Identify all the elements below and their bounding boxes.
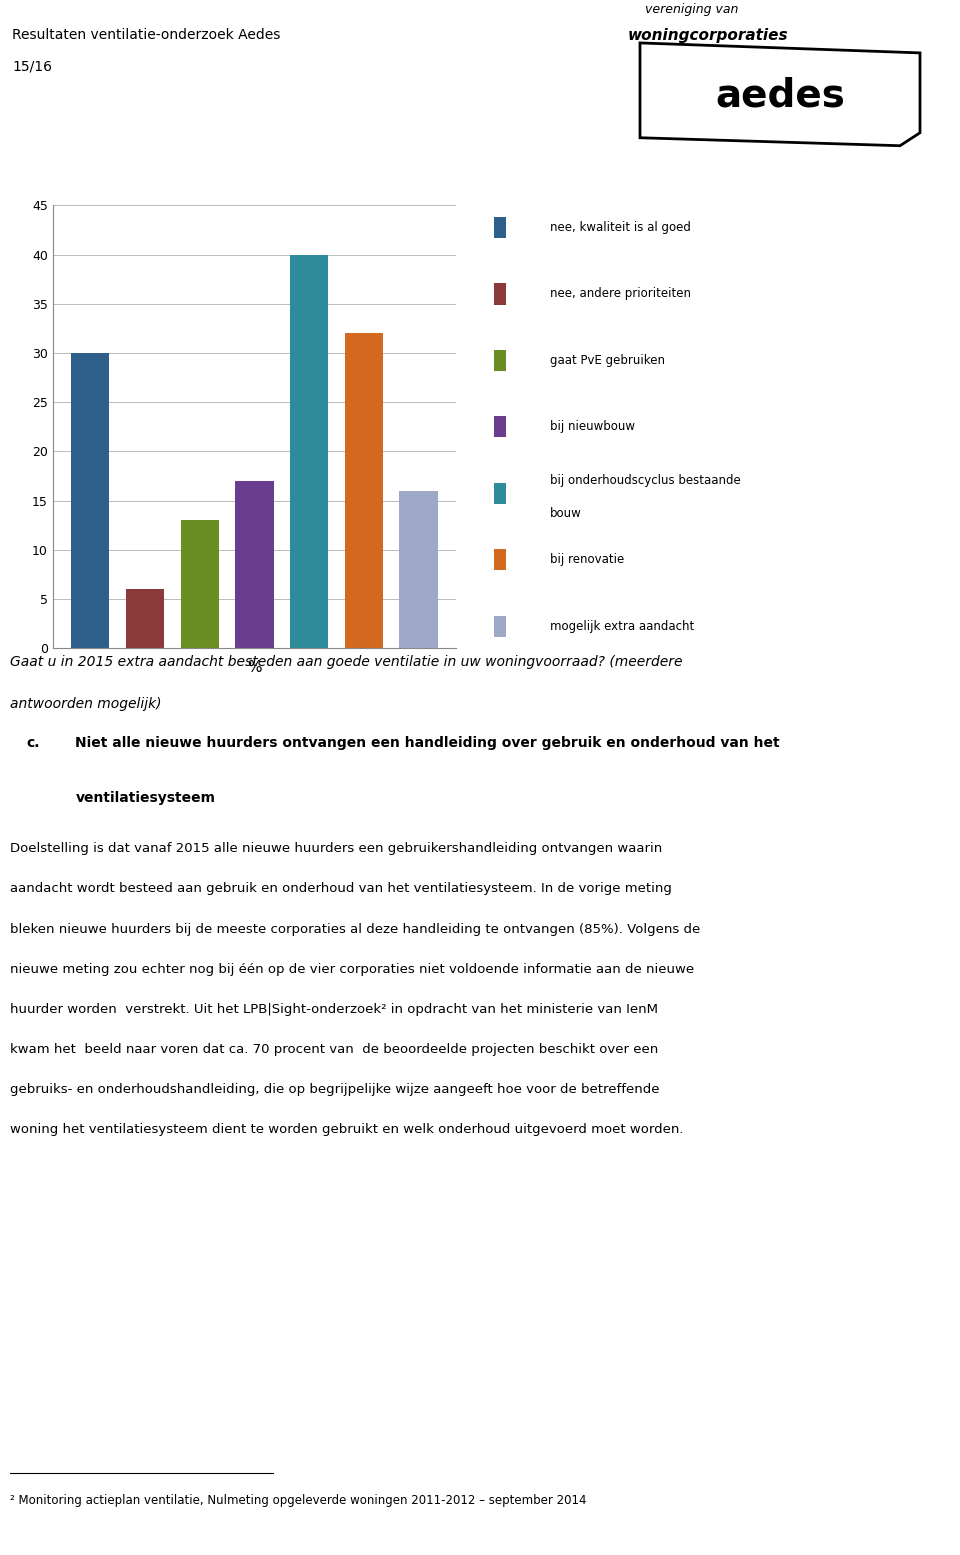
Text: Niet alle nieuwe huurders ontvangen een handleiding over gebruik en onderhoud va: Niet alle nieuwe huurders ontvangen een … (76, 736, 780, 750)
Bar (494, 549, 507, 571)
Text: bij nieuwbouw: bij nieuwbouw (550, 420, 635, 434)
Text: bouw: bouw (550, 507, 582, 519)
Text: nee, kwaliteit is al goed: nee, kwaliteit is al goed (550, 221, 691, 233)
Bar (399, 491, 438, 648)
Bar (494, 482, 507, 504)
Bar (126, 589, 164, 648)
Text: aedes: aedes (715, 76, 845, 115)
Bar (345, 333, 383, 648)
Bar (494, 216, 507, 238)
Bar (494, 283, 507, 305)
Text: bij onderhoudscyclus bestaande: bij onderhoudscyclus bestaande (550, 474, 741, 487)
Text: nieuwe meting zou echter nog bij één op de vier corporaties niet voldoende infor: nieuwe meting zou echter nog bij één op … (10, 963, 694, 975)
Text: ventilatiesysteem: ventilatiesysteem (76, 790, 215, 804)
Text: woningcorporaties: woningcorporaties (628, 28, 788, 44)
Text: c.: c. (27, 736, 40, 750)
Bar (494, 350, 507, 372)
Text: 15/16: 15/16 (12, 61, 52, 75)
Text: aandacht wordt besteed aan gebruik en onderhoud van het ventilatiesysteem. In de: aandacht wordt besteed aan gebruik en on… (10, 882, 671, 896)
Text: Resultaten ventilatie-onderzoek Aedes: Resultaten ventilatie-onderzoek Aedes (12, 28, 280, 42)
Text: gebruiks- en onderhoudshandleiding, die op begrijpelijke wijze aangeeft hoe voor: gebruiks- en onderhoudshandleiding, die … (10, 1082, 660, 1096)
Text: antwoorden mogelijk): antwoorden mogelijk) (10, 697, 161, 712)
Text: kwam het  beeld naar voren dat ca. 70 procent van  de beoordeelde projecten besc: kwam het beeld naar voren dat ca. 70 pro… (10, 1043, 658, 1056)
X-axis label: %: % (247, 659, 262, 675)
Bar (494, 616, 507, 638)
Text: vereniging van: vereniging van (645, 3, 738, 16)
Text: woning het ventilatiesysteem dient te worden gebruikt en welk onderhoud uitgevoe: woning het ventilatiesysteem dient te wo… (10, 1123, 684, 1137)
Text: huurder worden  verstrekt. Uit het LPB|Sight-onderzoek² in opdracht van het mini: huurder worden verstrekt. Uit het LPB|Si… (10, 1003, 658, 1015)
Text: Gaat u in 2015 extra aandacht besteden aan goede ventilatie in uw woningvoorraad: Gaat u in 2015 extra aandacht besteden a… (10, 655, 683, 669)
Text: nee, andere prioriteiten: nee, andere prioriteiten (550, 288, 691, 300)
Text: ² Monitoring actieplan ventilatie, Nulmeting opgeleverde woningen 2011-2012 – se: ² Monitoring actieplan ventilatie, Nulme… (10, 1494, 587, 1507)
Text: gaat PvE gebruiken: gaat PvE gebruiken (550, 355, 665, 367)
Text: Doelstelling is dat vanaf 2015 alle nieuwe huurders een gebruikershandleiding on: Doelstelling is dat vanaf 2015 alle nieu… (10, 843, 661, 855)
Bar (290, 255, 328, 648)
Text: mogelijk extra aandacht: mogelijk extra aandacht (550, 620, 694, 633)
Text: bij renovatie: bij renovatie (550, 554, 624, 566)
Bar (180, 521, 219, 648)
Text: bleken nieuwe huurders bij de meeste corporaties al deze handleiding te ontvange: bleken nieuwe huurders bij de meeste cor… (10, 922, 700, 936)
Bar (494, 417, 507, 437)
Bar (235, 480, 274, 648)
Bar (71, 353, 109, 648)
